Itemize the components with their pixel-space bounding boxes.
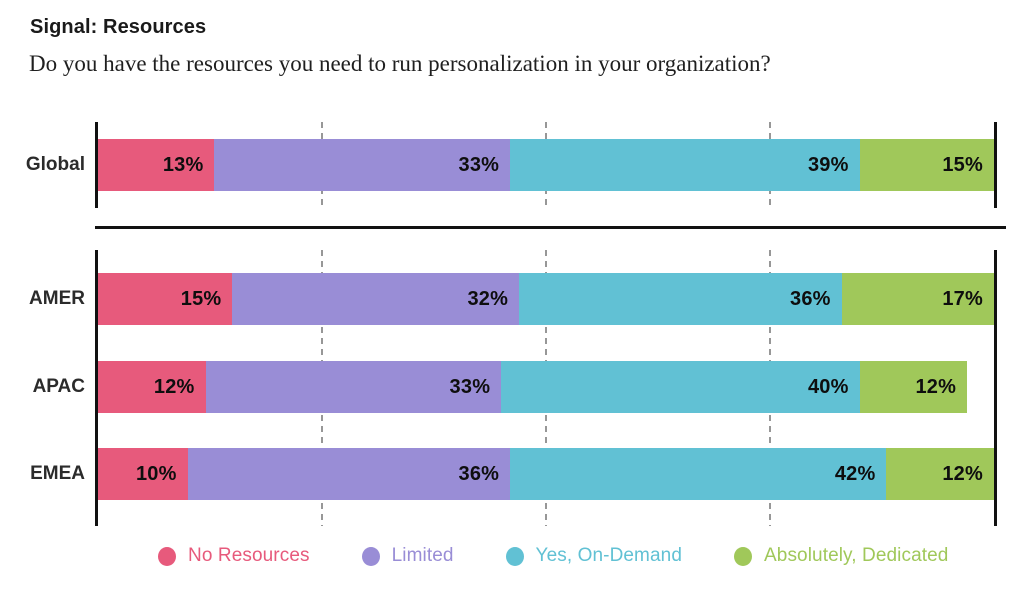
bar-segment-yes-on-demand: 36%: [519, 273, 842, 325]
bar-segment-absolutely-dedicated: 15%: [859, 139, 994, 191]
segment-value-label: 42%: [834, 462, 876, 485]
segment-value-label: 40%: [807, 375, 849, 398]
segment-value-label: 12%: [915, 375, 957, 398]
bar-segment-limited: 36%: [187, 448, 511, 500]
page-subtitle: Do you have the resources you need to ru…: [29, 51, 771, 76]
legend-item-label: No Resources: [188, 545, 310, 566]
legend: No Resources Limited Yes, On-Demand Absolut…: [158, 545, 948, 567]
bar-segment-no-resources: 13%: [98, 139, 215, 191]
row-label-global: Global: [25, 154, 85, 175]
legend-dot-icon: [361, 546, 380, 566]
segment-value-label: 12%: [942, 462, 983, 485]
bar-segment-absolutely-dedicated: 17%: [841, 273, 994, 325]
bar-segment-no-resources: 15%: [98, 273, 233, 325]
legend-dot-icon: [158, 546, 176, 566]
segment-value-label: 15%: [180, 287, 222, 310]
segment-value-label: 12%: [153, 375, 195, 398]
axis-line-right: [994, 250, 997, 526]
row-label-emea: EMEA: [30, 463, 85, 484]
segment-value-label: 36%: [790, 287, 831, 310]
legend-item-label: Absolutely, Dedicated: [764, 545, 949, 566]
group-separator-line: [95, 226, 1006, 229]
bar-segment-no-resources: 12%: [98, 361, 206, 413]
axis-line-left: [95, 122, 98, 208]
segment-value-label: 33%: [449, 375, 491, 398]
legend-dot-icon: [734, 546, 752, 566]
segment-value-label: 32%: [467, 287, 509, 310]
bar-segment-absolutely-dedicated: 12%: [886, 448, 994, 500]
row-label-amer: AMER: [29, 288, 85, 309]
segment-value-label: 10%: [135, 462, 177, 485]
row-label-apac: APAC: [32, 376, 85, 397]
bar-row-global: 13% 33% 39% 15%: [98, 139, 994, 191]
segment-value-label: 13%: [162, 153, 204, 176]
axis-line-left: [95, 250, 98, 526]
segment-value-label: 17%: [942, 287, 983, 310]
page-title: Signal: Resources: [30, 16, 207, 38]
bar-segment-yes-on-demand: 42%: [510, 448, 887, 500]
legend-item-absolutely-dedicated: Absolutely, Dedicated: [734, 545, 948, 567]
legend-item-yes-on-demand: Yes, On-Demand: [505, 545, 682, 567]
segment-value-label: 33%: [458, 153, 500, 176]
bar-segment-limited: 33%: [205, 361, 502, 413]
legend-dot-icon: [505, 546, 524, 566]
legend-item-limited: Limited: [361, 545, 454, 567]
legend-item-label: Yes, On-Demand: [535, 545, 682, 566]
segment-value-label: 39%: [807, 153, 849, 176]
segment-value-label: 36%: [458, 462, 500, 485]
bar-segment-absolutely-dedicated: 12%: [859, 361, 968, 413]
bar-segment-no-resources: 10%: [98, 448, 188, 500]
segment-value-label: 15%: [942, 153, 983, 176]
bar-segment-limited: 33%: [214, 139, 511, 191]
bar-row-apac: 12% 33% 40% 12%: [98, 361, 994, 413]
legend-item-no-resources: No Resources: [158, 545, 310, 567]
bar-segment-yes-on-demand: 39%: [510, 139, 860, 191]
axis-line-right: [994, 122, 997, 208]
bar-row-amer: 15% 32% 36% 17%: [98, 273, 994, 325]
bar-row-emea: 10% 36% 42% 12%: [98, 448, 994, 500]
bar-segment-limited: 32%: [232, 273, 520, 325]
bar-segment-yes-on-demand: 40%: [501, 361, 860, 413]
legend-item-label: Limited: [391, 545, 454, 566]
